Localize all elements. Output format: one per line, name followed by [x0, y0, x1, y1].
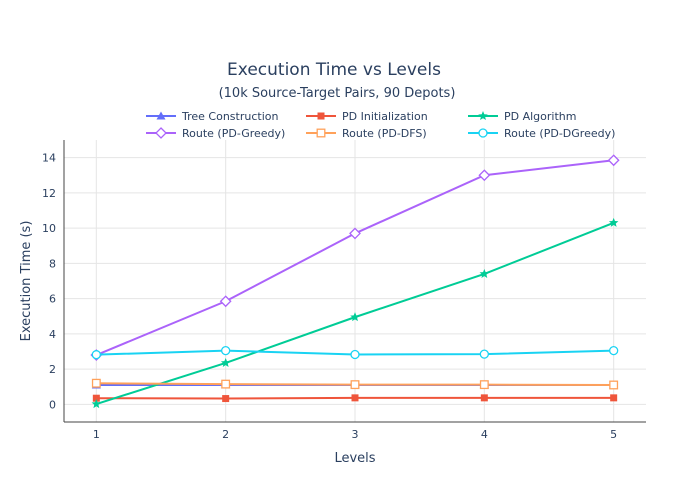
y-tick-label: 4: [49, 328, 56, 341]
grid-layer: [64, 140, 646, 422]
legend-item[interactable]: Route (PD-DGreedy): [468, 127, 615, 140]
series-1: [92, 394, 618, 403]
legend-item[interactable]: Route (PD-DFS): [306, 127, 427, 140]
x-tick-label: 1: [93, 428, 100, 441]
data-point: [221, 345, 231, 356]
y-tick-label: 6: [49, 293, 56, 306]
legend-marker: [317, 112, 325, 120]
legend-item[interactable]: Tree Construction: [146, 110, 278, 123]
x-tick-label: 2: [222, 428, 229, 441]
data-point: [349, 227, 361, 240]
data-point: [351, 394, 359, 402]
data-point: [350, 312, 360, 322]
legend-label: Tree Construction: [181, 110, 278, 123]
data-point: [609, 345, 619, 356]
series-5: [91, 345, 619, 360]
data-point: [91, 350, 101, 360]
data-point: [91, 378, 101, 388]
data-point: [479, 268, 490, 278]
legend: Tree Construction PD Initialization PD Alg…: [146, 110, 615, 140]
data-point: [350, 349, 360, 360]
legend-item[interactable]: PD Algorithm: [468, 110, 576, 123]
chart-title: Execution Time vs Levels: [227, 60, 441, 80]
y-tick-label: 2: [49, 363, 56, 376]
x-tick-label: 4: [481, 428, 488, 441]
legend-marker: [478, 128, 488, 138]
legend-marker: [156, 111, 166, 120]
data-point: [220, 357, 231, 367]
data-point: [221, 379, 231, 389]
data-point: [608, 217, 619, 227]
data-point: [222, 395, 230, 403]
legend-label: PD Algorithm: [504, 110, 576, 123]
legend-label: Route (PD-DGreedy): [504, 127, 615, 140]
series-2: [91, 217, 619, 409]
data-point: [479, 349, 489, 359]
data-point: [350, 380, 360, 390]
y-tick-label: 0: [49, 398, 56, 411]
series-layer: [90, 154, 620, 409]
legend-marker: [155, 127, 167, 139]
data-point: [92, 394, 100, 402]
x-tick-label: 5: [610, 428, 617, 441]
legend-label: PD Initialization: [342, 110, 428, 123]
data-point: [610, 394, 618, 402]
chart-subtitle: (10k Source-Target Pairs, 90 Depots): [219, 86, 456, 101]
x-axis-label: Levels: [334, 451, 375, 466]
y-tick-label: 8: [49, 257, 56, 270]
data-point: [480, 394, 488, 402]
y-tick-label: 12: [42, 187, 56, 200]
data-point: [91, 399, 102, 409]
data-point: [607, 154, 620, 167]
axes-layer: [63, 140, 646, 423]
y-tick-label: 10: [42, 222, 56, 235]
legend-item[interactable]: PD Initialization: [306, 110, 428, 123]
legend-marker: [316, 128, 326, 138]
legend-item[interactable]: Route (PD-Greedy): [146, 127, 285, 140]
data-point: [219, 295, 232, 308]
data-point: [478, 169, 491, 182]
data-point: [609, 380, 619, 390]
y-tick-label: 14: [42, 152, 56, 165]
x-tick-label: 3: [352, 428, 359, 441]
data-point: [479, 380, 489, 390]
legend-label: Route (PD-DFS): [342, 127, 427, 140]
y-axis-label: Execution Time (s): [19, 221, 34, 342]
series-4: [91, 378, 619, 390]
legend-label: Route (PD-Greedy): [182, 127, 285, 140]
legend-marker: [478, 111, 488, 121]
